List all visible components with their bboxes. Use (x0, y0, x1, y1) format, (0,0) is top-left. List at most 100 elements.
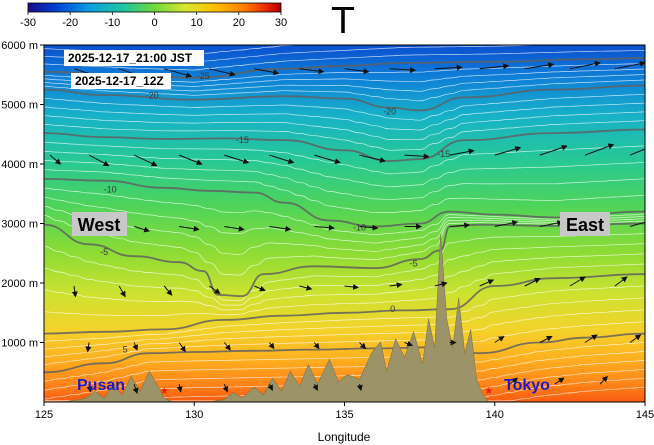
wind-vectors (49, 60, 645, 395)
thin-isotherm (44, 263, 645, 317)
wind-arrow (209, 68, 236, 77)
colorbar-tick-label: 10 (191, 17, 203, 29)
plot-area: -25 -20 -20 -15 -15 -10 -10 -5 -5 0 5 (44, 45, 645, 402)
wind-arrow (569, 60, 601, 70)
valid-time-utc-box: 2025-12-17_12Z (71, 73, 171, 89)
wind-arrow (268, 342, 275, 350)
wind-arrow (269, 154, 295, 164)
x-tick-label: 125 (35, 409, 53, 421)
wind-arrow (254, 68, 280, 76)
wind-arrow (49, 154, 62, 165)
wind-arrow (539, 220, 564, 227)
city-marker: ★ (484, 386, 493, 397)
x-tick-label: 140 (486, 409, 504, 421)
wind-arrow (614, 276, 628, 287)
colorbar-tick-label: -30 (20, 17, 36, 29)
thin-isotherm (44, 111, 645, 141)
wind-arrow (179, 154, 203, 166)
contour-label: -5 (100, 247, 108, 257)
colorbar: -30 -20 -10 0 10 20 30 (20, 2, 287, 29)
thin-isotherm (44, 243, 645, 306)
y-axis-ticks: 1000 m 2000 m 3000 m 4000 m 5000 m 6000 m (1, 40, 44, 350)
wind-arrow (494, 335, 505, 343)
wind-arrow (479, 63, 510, 70)
wind-arrow (404, 153, 430, 160)
city-label-tokyo: Tokyo (504, 377, 550, 394)
x-tick-label: 130 (185, 409, 203, 421)
thin-isotherm (44, 351, 645, 391)
y-tick-label: 3000 m (1, 219, 38, 231)
wind-arrow (344, 68, 370, 75)
contour-line (44, 84, 645, 112)
y-tick-label: 2000 m (1, 278, 38, 290)
colorbar-tick-label: -10 (104, 17, 120, 29)
wind-arrow (359, 342, 367, 350)
labelled-contours (44, 57, 645, 374)
wind-arrow (449, 148, 475, 156)
thin-isotherm (44, 321, 645, 365)
contour-label: -15 (437, 149, 450, 159)
wind-arrow (569, 276, 586, 287)
wind-arrow (299, 284, 313, 291)
wind-arrow (449, 222, 471, 229)
thin-isotherm (44, 196, 645, 244)
thin-isotherm (44, 93, 645, 121)
contour-line (44, 178, 645, 228)
wind-arrow (539, 336, 553, 343)
wind-arrow (313, 342, 320, 350)
wind-arrow (71, 285, 78, 298)
colorbar-tick-label: 20 (233, 17, 245, 29)
wind-arrow (133, 154, 158, 167)
contour-line (44, 273, 645, 335)
wind-arrow (434, 281, 448, 288)
thin-isotherm (44, 360, 645, 400)
wind-arrow (629, 221, 645, 227)
wind-arrow (179, 225, 200, 232)
wind-arrow (539, 144, 568, 156)
thin-isotherm (44, 297, 645, 350)
x-tick-label: 145 (636, 409, 654, 421)
city-label-pusan: Pusan (77, 377, 125, 394)
wind-arrow (614, 60, 645, 70)
wind-arrow (314, 224, 335, 231)
wind-arrow (267, 383, 273, 391)
y-tick-label: 6000 m (1, 40, 38, 52)
wind-arrow (509, 377, 519, 385)
wind-arrow (299, 68, 325, 75)
wind-arrow (494, 146, 522, 156)
wind-arrow (479, 279, 495, 287)
contour-label: -10 (104, 185, 117, 195)
wind-arrow (629, 148, 645, 156)
east-label-box: East (560, 212, 610, 236)
wind-arrow (356, 383, 363, 392)
x-tick-label: 135 (335, 409, 353, 421)
wind-arrow (494, 220, 519, 227)
thin-isotherm (44, 169, 645, 214)
wind-arrow (344, 283, 359, 290)
thin-isotherm (44, 50, 645, 71)
contour-line (44, 128, 645, 162)
valid-time-jst: 2025-12-17_21:00 JST (68, 51, 193, 65)
east-label: East (566, 215, 604, 235)
wind-arrow (389, 282, 403, 289)
wind-arrow (254, 285, 266, 292)
wind-arrow (209, 285, 221, 295)
valid-time-jst-box: 2025-12-17_21:00 JST (64, 50, 204, 66)
y-tick-label: 4000 m (1, 159, 38, 171)
thin-isotherm (44, 187, 645, 236)
colorbar-tick-label: -20 (62, 17, 78, 29)
thin-isotherm (44, 253, 645, 311)
wind-arrow (223, 342, 231, 351)
wind-arrow (524, 62, 555, 70)
wind-arrow (389, 67, 417, 74)
contour-labels: -25 -20 -20 -15 -15 -10 -10 -5 -5 0 5 (100, 71, 450, 355)
thin-isotherm (44, 141, 645, 175)
wind-arrow (404, 340, 414, 347)
y-tick-label: 5000 m (1, 100, 38, 112)
contour-label: 5 (123, 345, 128, 355)
wind-arrow (359, 154, 386, 163)
contour-label: -25 (197, 71, 210, 81)
west-label-box: West (72, 212, 127, 236)
wind-arrow (133, 226, 151, 233)
